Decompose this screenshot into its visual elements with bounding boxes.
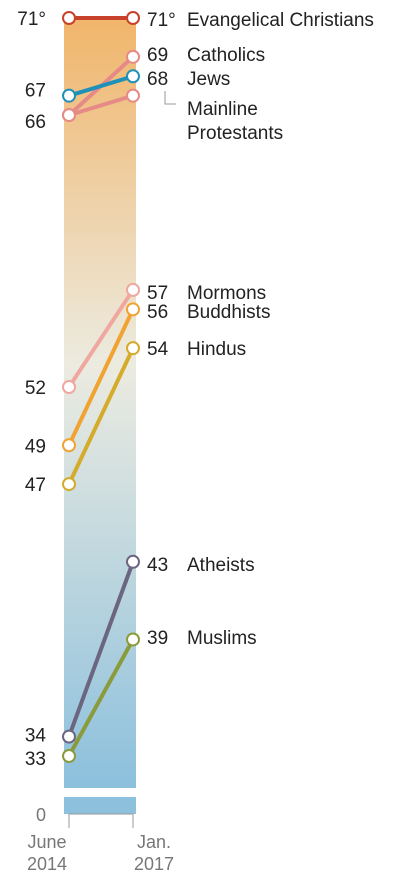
series-line-mormons (67, 287, 135, 389)
series-label-atheists: Atheists (187, 555, 255, 576)
start-value-evangelical-christians: 71° (17, 9, 46, 30)
end-value-jews: 68 (147, 69, 168, 90)
x-label-june: June (27, 832, 66, 852)
data-point-mormons-end (126, 282, 140, 297)
data-point-buddhists-end (126, 302, 140, 317)
series-line-atheists (67, 559, 135, 739)
series-label-mainline-line1: Mainline (187, 99, 258, 120)
start-value-atheists: 34 (25, 726, 47, 747)
series-label-muslims: Muslims (187, 628, 257, 649)
data-point-mainline-protestants-start (62, 108, 76, 123)
data-point-hindus-end (126, 341, 140, 356)
data-point-atheists-end (126, 554, 140, 569)
x-label-2017: 2017 (134, 854, 174, 874)
data-point-catholics-end (126, 49, 140, 64)
data-point-hindus-start (62, 477, 76, 492)
start-value-catholics: 66 (25, 112, 46, 133)
data-point-jews-end (126, 69, 140, 84)
data-point-mormons-start (62, 380, 76, 394)
series-label-buddhists: Buddhists (187, 302, 270, 323)
zero-band-segment (64, 797, 136, 814)
data-point-muslims-end (126, 632, 140, 647)
series-line-mainline-protestants (67, 93, 135, 118)
series-label-catholics: Catholics (187, 45, 265, 66)
end-value-atheists: 43 (147, 555, 168, 576)
start-value-muslims: 33 (25, 749, 46, 770)
series-label-hindus: Hindus (187, 339, 246, 360)
end-value-mormons: 57 (147, 283, 168, 304)
end-value-muslims: 39 (147, 628, 168, 649)
data-point-evangelical-christians-start (62, 11, 76, 25)
x-label-2014: 2014 (27, 854, 67, 874)
data-point-mainline-protestants-end (126, 88, 140, 103)
end-value-evangelical-christians: 71° (147, 10, 176, 31)
series-label-jews: Jews (187, 69, 230, 90)
data-point-muslims-start (62, 749, 76, 763)
start-value-jews: 67 (25, 81, 46, 102)
end-value-catholics: 69 (147, 45, 168, 66)
gradient-band (64, 18, 136, 788)
start-value-buddhists: 49 (25, 436, 46, 457)
series-label-mainline-line2: Protestants (187, 123, 283, 144)
series-line-muslims (67, 637, 135, 758)
x-label-jan: Jan. (137, 832, 171, 852)
series-line-buddhists (67, 307, 135, 448)
series-label-evangelical-christians: Evangelical Christians (187, 10, 374, 31)
series-line-jews (67, 74, 135, 98)
start-value-mormons: 52 (25, 378, 46, 399)
data-point-buddhists-start (62, 438, 76, 453)
series-label-mormons: Mormons (187, 283, 266, 304)
data-point-atheists-start (62, 729, 76, 744)
start-value-hindus: 47 (25, 475, 46, 496)
mainline-connector (164, 91, 176, 105)
end-value-hindus: 54 (147, 339, 169, 360)
data-point-evangelical-christians-end (126, 11, 140, 25)
series-line-hindus (67, 346, 135, 487)
data-point-jews-start (62, 88, 76, 103)
zero-label: 0 (36, 805, 46, 825)
end-value-buddhists: 56 (147, 302, 168, 323)
